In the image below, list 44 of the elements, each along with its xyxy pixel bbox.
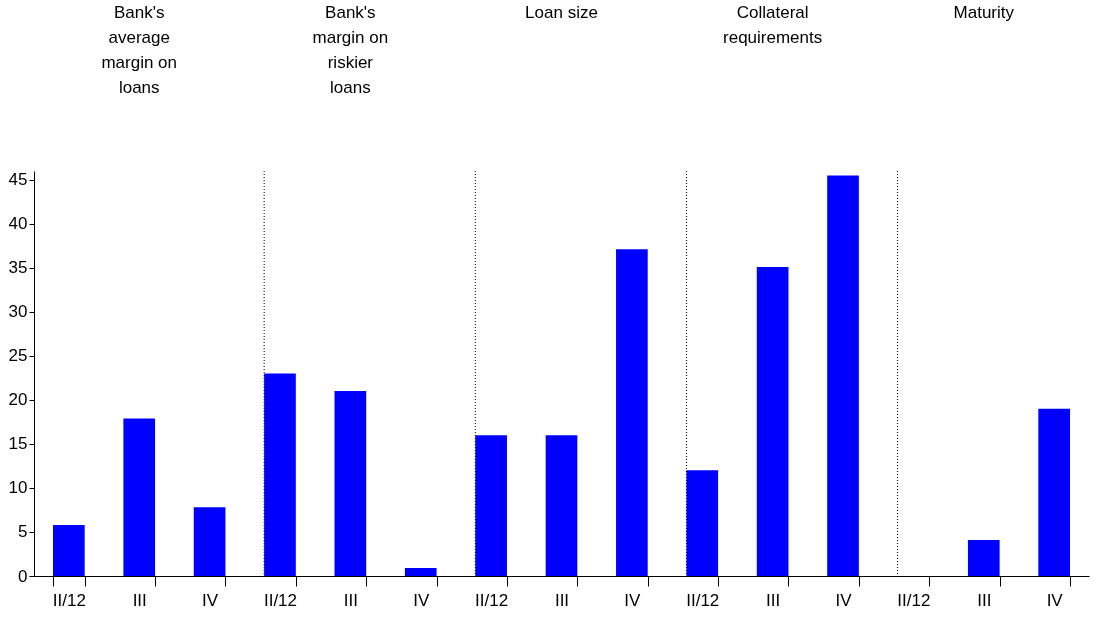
bar bbox=[545, 435, 578, 576]
x-tick-label: IV bbox=[202, 590, 219, 610]
bar bbox=[334, 391, 367, 576]
text: Bank's average margin on loans bbox=[101, 3, 178, 97]
y-tick-label: 5 bbox=[18, 522, 28, 542]
x-tick-label: II/12 bbox=[263, 590, 298, 610]
bar bbox=[686, 470, 719, 576]
x-tick-label: IV bbox=[413, 590, 430, 610]
text: Maturity bbox=[953, 3, 1015, 22]
y-tick-label: 25 bbox=[8, 346, 28, 366]
bar bbox=[827, 175, 859, 576]
x-tick-label: II/12 bbox=[897, 590, 931, 610]
bar bbox=[404, 568, 437, 576]
bar bbox=[123, 418, 156, 576]
text: Collateral requirements bbox=[723, 3, 823, 47]
x-tick-label: III bbox=[766, 590, 781, 610]
x-tick-label: IV bbox=[624, 590, 642, 610]
x-tick-label: III bbox=[343, 590, 358, 610]
x-tick-label: II/12 bbox=[52, 590, 86, 610]
y-tick-label: 45 bbox=[8, 170, 28, 190]
x-tick-label: II/12 bbox=[686, 590, 720, 610]
bar bbox=[53, 524, 85, 576]
text: Bank's margin on riskier loans bbox=[312, 3, 389, 97]
x-tick-label: IV bbox=[1046, 590, 1064, 610]
bar bbox=[756, 266, 789, 576]
y-tick-label: 20 bbox=[8, 390, 28, 410]
bar bbox=[616, 249, 648, 576]
y-tick-label: 10 bbox=[8, 478, 28, 498]
y-tick-label: 35 bbox=[8, 258, 28, 278]
bar bbox=[1038, 408, 1070, 576]
bar bbox=[264, 373, 296, 576]
x-tick-label: IV bbox=[835, 590, 853, 610]
x-tick-label: II/12 bbox=[475, 590, 509, 610]
y-tick-label: 0 bbox=[18, 566, 28, 586]
x-tick-label: III bbox=[554, 590, 570, 610]
y-tick-label: 30 bbox=[8, 302, 28, 322]
y-tick-label: 40 bbox=[8, 214, 28, 234]
bar bbox=[475, 435, 507, 576]
text: Loan size bbox=[525, 3, 598, 22]
x-tick-label: III bbox=[132, 590, 147, 610]
x-tick-label: III bbox=[977, 590, 992, 610]
bar bbox=[193, 507, 226, 576]
y-tick-label: 15 bbox=[8, 434, 28, 454]
bar bbox=[967, 539, 1000, 576]
